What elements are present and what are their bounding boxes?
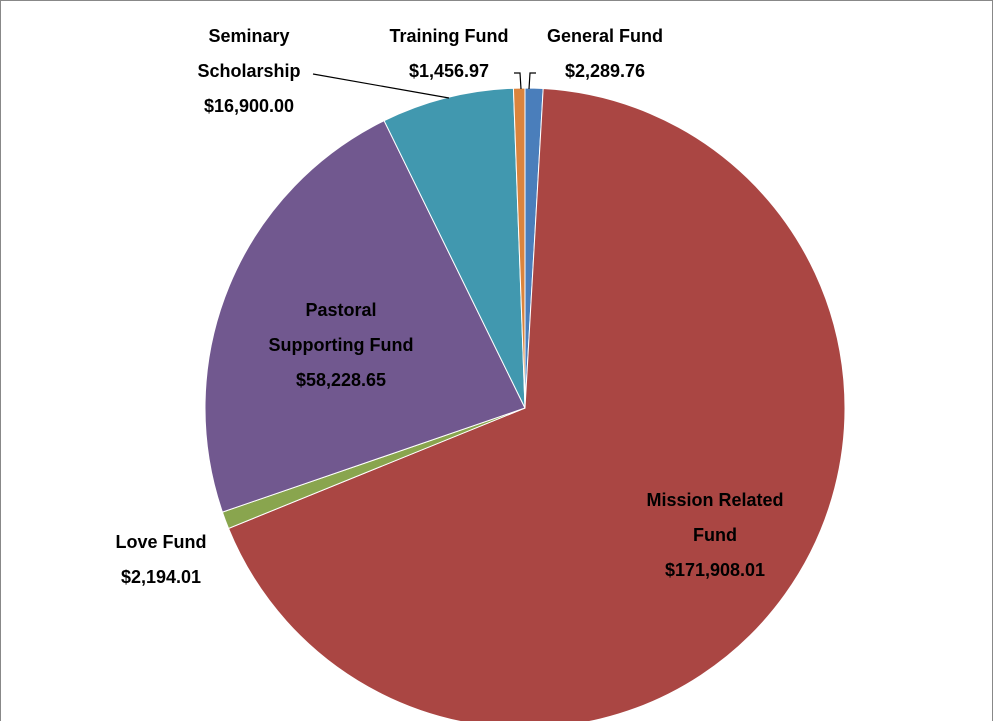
data-label: Training Fund $1,456.97 [369, 19, 529, 89]
leader-line [312, 73, 450, 99]
pie-slice [512, 87, 526, 409]
category-label: Training Fund [389, 26, 509, 46]
data-label: Love Fund $2,194.01 [91, 525, 231, 595]
data-label: General Fund $2,289.76 [525, 19, 685, 89]
category-label: Pastoral Supporting Fund [268, 300, 414, 355]
category-label: General Fund [546, 26, 663, 46]
value-label: $171,908.01 [664, 560, 766, 580]
pie-slice [227, 87, 846, 721]
category-label: Love Fund [115, 532, 207, 552]
value-label: $58,228.65 [295, 370, 387, 390]
pie-slice [204, 120, 526, 513]
value-label: $2,289.76 [564, 61, 646, 81]
data-label: Seminary Scholarship $16,900.00 [184, 19, 314, 124]
leader-line [528, 72, 536, 90]
value-label: $1,456.97 [408, 61, 490, 81]
data-label: Mission Related Fund $171,908.01 [633, 483, 798, 588]
category-label: Seminary Scholarship [197, 26, 301, 81]
data-label: Pastoral Supporting Fund $58,228.65 [264, 293, 419, 398]
category-label: Mission Related Fund [646, 490, 784, 545]
leader-line [514, 72, 522, 90]
value-label: $2,194.01 [120, 567, 202, 587]
value-label: $16,900.00 [203, 96, 295, 116]
